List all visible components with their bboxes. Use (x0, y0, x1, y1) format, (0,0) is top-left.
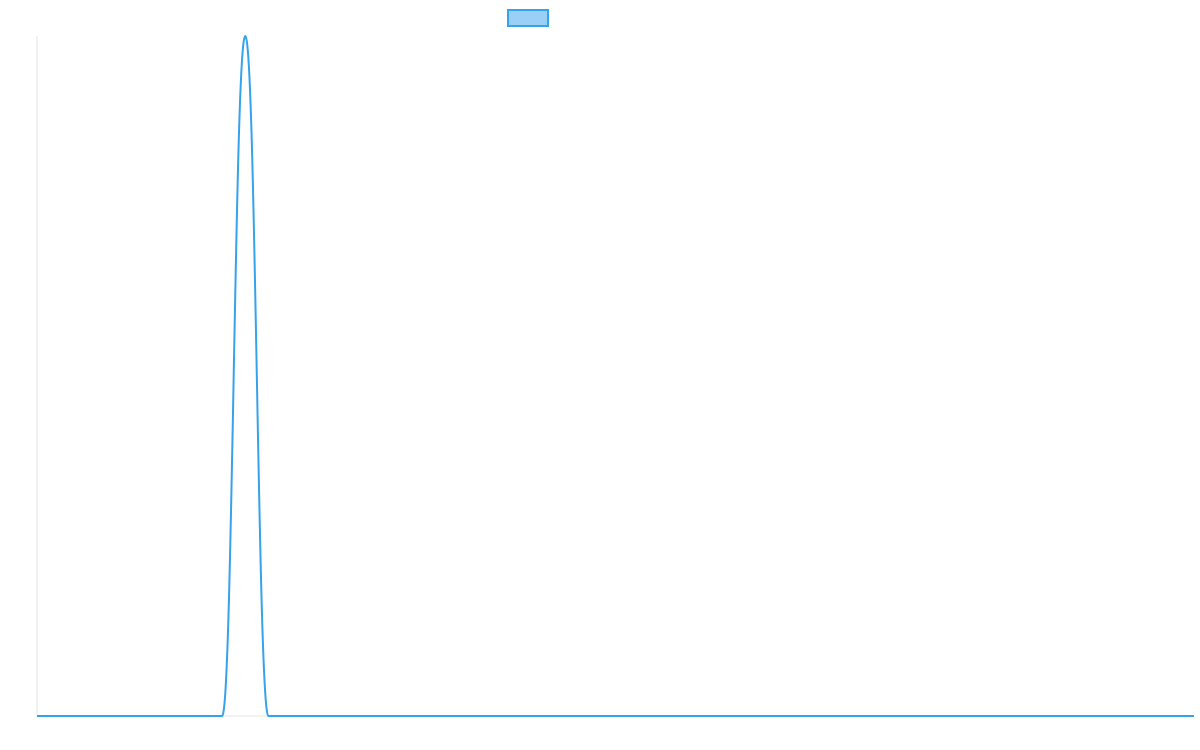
series-line-0 (37, 35, 1194, 717)
legend[interactable] (507, 9, 549, 27)
legend-swatch[interactable] (507, 9, 549, 27)
series-group (37, 35, 1194, 717)
